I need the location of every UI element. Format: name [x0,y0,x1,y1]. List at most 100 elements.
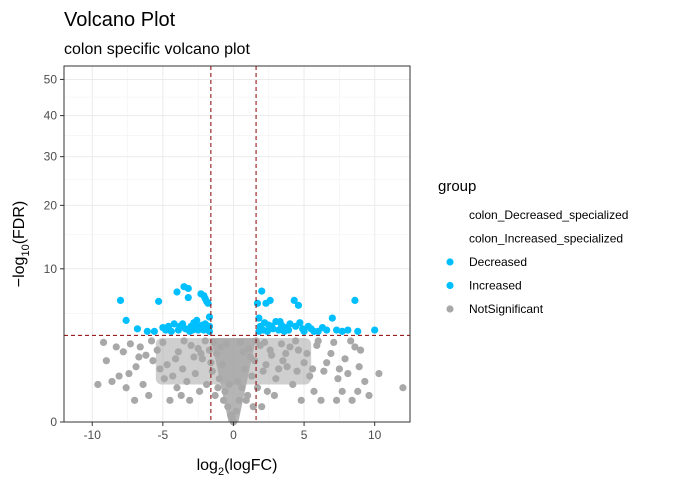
point-decreased [205,313,214,321]
point-notsignificant [365,391,373,400]
point-increased [253,299,262,307]
point-notsignificant [335,365,343,373]
point-notsignificant [338,387,346,395]
point-notsignificant [183,377,191,386]
point-notsignificant [208,367,216,375]
point-notsignificant [195,387,204,395]
point-decreased [188,326,197,334]
point-notsignificant [212,349,221,358]
point-notsignificant [153,346,161,354]
point-notsignificant [306,372,314,380]
point-notsignificant [228,413,236,421]
point-notsignificant [270,391,279,400]
point-increased [255,314,263,322]
point-notsignificant [119,348,127,356]
point-notsignificant [135,353,143,361]
point-notsignificant [136,343,144,351]
point-notsignificant [210,338,218,346]
point-notsignificant [334,375,342,383]
point-notsignificant [294,346,303,354]
legend-key-notsignificant [446,305,454,313]
point-decreased [122,316,130,324]
legend-label: colon_Increased_specialized [469,232,623,246]
point-notsignificant [375,369,383,378]
point-notsignificant [253,384,262,392]
point-increased [276,317,284,326]
point-notsignificant [125,369,133,378]
legend-label: Increased [469,279,522,293]
point-notsignificant [241,365,249,373]
point-notsignificant [222,340,231,348]
y-axis-title-rest: (FDR) [11,201,28,245]
point-decreased [167,327,175,335]
point-notsignificant [211,391,219,400]
y-tick-label: 0 [50,415,57,429]
y-axis-title: −log10(FDR) [11,201,32,288]
point-notsignificant [282,349,290,358]
point-notsignificant [277,340,286,348]
point-notsignificant [272,375,280,383]
point-notsignificant [225,380,233,389]
point-notsignificant [323,359,331,367]
x-axis-title-base: log [197,457,218,474]
point-notsignificant [236,338,245,346]
chart-title: Volcano Plot [64,9,176,31]
point-increased [290,296,298,305]
point-notsignificant [166,396,174,404]
point-notsignificant [248,372,256,380]
point-increased [307,325,315,333]
point-notsignificant [177,391,185,400]
x-tick-label: 10 [368,428,382,442]
x-axis-title-subscript: 2 [218,466,224,478]
y-axis-ticks: 0 10 20 30 40 50 [44,72,64,429]
point-notsignificant [186,396,194,404]
point-decreased [170,320,178,328]
x-axis-ticks: -10 -5 0 5 10 [84,422,382,442]
point-notsignificant [314,337,322,345]
legend-key-decreased [446,258,454,266]
point-notsignificant [201,337,209,345]
point-increased [371,326,379,334]
y-tick-label: 50 [44,72,58,86]
point-notsignificant [266,346,274,354]
point-notsignificant [215,375,223,383]
point-notsignificant [235,396,243,404]
point-notsignificant [297,396,305,404]
point-notsignificant [289,380,297,389]
point-decreased [116,296,125,305]
point-increased [323,326,331,334]
point-notsignificant [197,349,205,358]
point-notsignificant [308,365,317,373]
point-notsignificant [354,387,362,395]
legend: group colon_Decreased_specialized colon_I… [438,178,628,316]
point-increased [284,326,293,334]
point-increased [354,327,362,335]
y-axis-title-prefix: −log [11,257,28,288]
point-notsignificant [283,363,291,371]
point-notsignificant [332,396,341,404]
point-notsignificant [234,377,242,386]
point-increased [300,327,308,335]
plot-grid [64,66,410,423]
point-decreased [204,323,212,332]
point-notsignificant [203,380,211,389]
point-notsignificant [317,396,325,404]
point-decreased [193,316,201,324]
point-increased [286,320,294,328]
point-notsignificant [163,361,171,369]
point-notsignificant [115,372,123,380]
legend-label: colon_Decreased_specialized [469,208,628,222]
point-notsignificant [292,337,300,345]
point-increased [275,326,283,334]
point-notsignificant [399,384,407,392]
point-notsignificant [149,357,157,365]
point-decreased [155,297,163,305]
point-increased [338,327,346,335]
point-notsignificant [310,387,318,395]
point-notsignificant [142,351,150,359]
point-notsignificant [347,337,355,345]
point-notsignificant [139,380,147,389]
point-increased [266,296,274,305]
point-increased [344,326,352,334]
